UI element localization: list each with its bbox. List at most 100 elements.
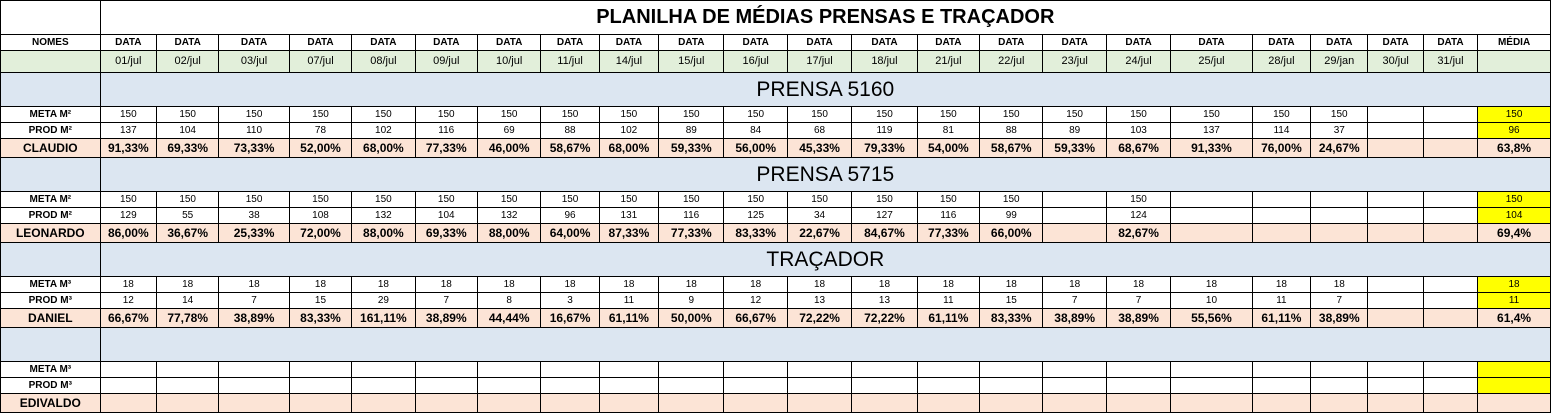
average-cell[interactable]: 63,8% [1477,138,1551,158]
value-cell[interactable]: 89 [1042,122,1107,139]
value-cell[interactable]: 150 [979,106,1044,123]
value-cell[interactable]: 91,33% [99,138,157,158]
value-cell[interactable]: 61,11% [916,308,981,328]
value-cell[interactable] [851,393,918,413]
value-cell[interactable]: 72,22% [786,308,853,328]
value-cell[interactable]: 110 [218,122,290,139]
value-cell[interactable]: 18 [723,276,788,293]
value-cell[interactable]: 61,11% [1251,308,1312,328]
value-cell[interactable] [723,393,788,413]
date-cell[interactable]: 14/jul [598,50,660,73]
value-cell[interactable] [1367,393,1424,413]
value-cell[interactable] [1170,393,1253,413]
value-cell[interactable]: 18 [540,276,600,293]
value-cell[interactable]: 38,89% [1310,308,1369,328]
value-cell[interactable] [351,361,416,378]
value-cell[interactable] [723,361,788,378]
date-cell[interactable]: 24/jul [1105,50,1172,73]
value-cell[interactable] [288,361,353,378]
value-cell[interactable] [1422,223,1479,243]
value-cell[interactable]: 72,22% [851,308,918,328]
average-cell[interactable]: 69,4% [1477,223,1551,243]
value-cell[interactable]: 132 [351,207,416,224]
date-cell[interactable]: 10/jul [476,50,542,73]
value-cell[interactable] [288,377,353,394]
value-cell[interactable]: 161,11% [351,308,416,328]
average-cell[interactable] [1477,361,1551,378]
dates-row-label[interactable] [0,50,101,73]
value-cell[interactable] [1170,191,1253,208]
value-cell[interactable]: 68 [786,122,853,139]
value-cell[interactable]: 150 [288,106,353,123]
value-cell[interactable]: 38,89% [1105,308,1172,328]
value-cell[interactable]: 18 [916,276,981,293]
value-cell[interactable]: 14 [155,292,220,309]
value-cell[interactable]: 18 [1310,276,1369,293]
date-cell[interactable]: 03/jul [218,50,290,73]
value-cell[interactable]: 150 [723,191,788,208]
value-cell[interactable] [351,377,416,394]
value-cell[interactable]: 18 [1105,276,1172,293]
value-cell[interactable] [1310,223,1369,243]
value-cell[interactable]: 150 [916,191,981,208]
value-cell[interactable] [1042,377,1107,394]
value-cell[interactable]: 137 [1170,122,1253,139]
value-cell[interactable]: 68,67% [1105,138,1172,158]
value-cell[interactable]: 150 [1251,106,1312,123]
value-cell[interactable]: 88 [540,122,600,139]
value-cell[interactable]: 132 [476,207,542,224]
value-cell[interactable]: 150 [658,191,725,208]
value-cell[interactable]: 86,00% [99,223,157,243]
date-cell[interactable]: 23/jul [1042,50,1107,73]
value-cell[interactable] [1422,308,1479,328]
value-cell[interactable]: 150 [786,191,853,208]
date-cell[interactable]: 01/jul [99,50,157,73]
value-cell[interactable]: 66,00% [979,223,1044,243]
value-cell[interactable]: 150 [979,191,1044,208]
value-cell[interactable]: 150 [218,106,290,123]
value-cell[interactable]: 59,33% [658,138,725,158]
value-cell[interactable]: 150 [99,106,157,123]
value-cell[interactable]: 150 [1042,106,1107,123]
value-cell[interactable] [1367,292,1424,309]
date-cell[interactable]: 22/jul [979,50,1044,73]
date-cell[interactable]: 18/jul [851,50,918,73]
value-cell[interactable]: 50,00% [658,308,725,328]
value-cell[interactable]: 44,44% [476,308,542,328]
value-cell[interactable]: 7 [1042,292,1107,309]
value-cell[interactable] [598,361,660,378]
value-cell[interactable]: 7 [218,292,290,309]
average-cell[interactable]: 96 [1477,122,1551,139]
value-cell[interactable]: 104 [414,207,478,224]
value-cell[interactable]: 150 [1105,106,1172,123]
value-cell[interactable]: 55 [155,207,220,224]
value-cell[interactable]: 150 [414,106,478,123]
value-cell[interactable]: 77,33% [916,223,981,243]
value-cell[interactable] [218,361,290,378]
value-cell[interactable]: 96 [540,207,600,224]
value-cell[interactable]: 89 [658,122,725,139]
value-cell[interactable]: 88 [979,122,1044,139]
value-cell[interactable] [1042,223,1107,243]
value-cell[interactable]: 11 [1251,292,1312,309]
value-cell[interactable] [1310,377,1369,394]
value-cell[interactable] [476,377,542,394]
value-cell[interactable]: 64,00% [540,223,600,243]
value-cell[interactable] [1310,393,1369,413]
average-cell[interactable]: 150 [1477,106,1551,123]
date-cell[interactable]: 17/jul [786,50,853,73]
value-cell[interactable] [723,377,788,394]
value-cell[interactable] [1170,223,1253,243]
value-cell[interactable]: 102 [598,122,660,139]
value-cell[interactable]: 77,33% [658,223,725,243]
value-cell[interactable] [476,361,542,378]
value-cell[interactable] [1105,377,1172,394]
section-label-cell[interactable] [0,327,101,362]
value-cell[interactable]: 7 [414,292,478,309]
value-cell[interactable] [598,393,660,413]
date-cell[interactable]: 29/jan [1310,50,1369,73]
value-cell[interactable]: 77,78% [155,308,220,328]
value-cell[interactable] [1310,207,1369,224]
value-cell[interactable]: 38 [218,207,290,224]
value-cell[interactable]: 73,33% [218,138,290,158]
